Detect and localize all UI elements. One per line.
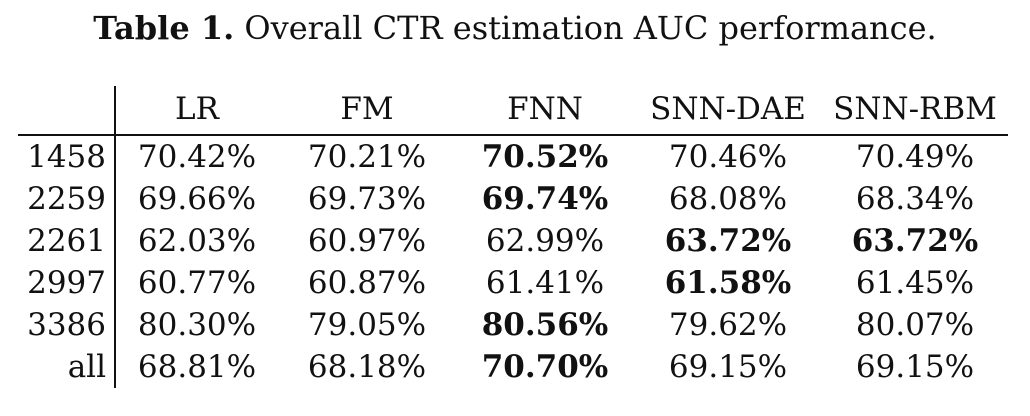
table-cell: 79.05%: [307, 307, 427, 343]
table-cell: 80.56%: [481, 307, 609, 343]
table-cell: 69.74%: [481, 181, 609, 217]
table-cell: 62.03%: [137, 223, 257, 259]
row-header-cell: 2997: [18, 262, 116, 304]
table-cell: 69.15%: [855, 349, 975, 385]
row-header-cell: all: [18, 346, 116, 388]
table-cell: 69.73%: [307, 181, 427, 217]
table-row: 2261 62.03% 60.97% 62.99% 63.72% 63.72%: [18, 220, 1008, 262]
table-cell: 80.30%: [137, 307, 257, 343]
table-cell: 60.87%: [307, 265, 427, 301]
table-row: 2259 69.66% 69.73% 69.74% 68.08% 68.34%: [18, 178, 1008, 220]
table-row: all 68.81% 68.18% 70.70% 69.15% 69.15%: [18, 346, 1008, 388]
column-header-lr: LR: [175, 91, 219, 127]
table-cell: 69.66%: [137, 181, 257, 217]
table-cell: 79.62%: [668, 307, 788, 343]
table-cell: 70.21%: [307, 139, 427, 175]
table-cell: 68.81%: [137, 349, 257, 385]
table-cell: 63.72%: [851, 223, 979, 259]
table-cell: 68.08%: [668, 181, 788, 217]
table-cell: 60.77%: [137, 265, 257, 301]
table-cell: 60.97%: [307, 223, 427, 259]
caption-label: Table 1.: [93, 9, 235, 47]
table-cell: 62.99%: [485, 223, 605, 259]
table-header-row: LR FM FNN SNN-DAE SNN-RBM: [18, 86, 1008, 135]
column-header-snn-rbm: SNN-RBM: [833, 91, 997, 127]
table-cell: 70.42%: [137, 139, 257, 175]
table-cell: 68.18%: [307, 349, 427, 385]
column-header-fnn: FNN: [507, 91, 583, 127]
header-corner-cell: [18, 86, 116, 135]
row-header-cell: 2261: [18, 220, 116, 262]
auc-performance-table: LR FM FNN SNN-DAE SNN-RBM 1458 70.42% 70…: [18, 86, 1008, 388]
table-cell: 61.45%: [855, 265, 975, 301]
table-cell: 70.49%: [855, 139, 975, 175]
row-header-cell: 3386: [18, 304, 116, 346]
column-header-fm: FM: [340, 91, 394, 127]
row-header-cell: 2259: [18, 178, 116, 220]
table-cell: 70.52%: [481, 139, 609, 175]
table-cell: 68.34%: [855, 181, 975, 217]
table-cell: 80.07%: [855, 307, 975, 343]
table-cell: 70.46%: [668, 139, 788, 175]
table-cell: 61.41%: [485, 265, 605, 301]
table-row: 1458 70.42% 70.21% 70.52% 70.46% 70.49%: [18, 135, 1008, 178]
row-header-cell: 1458: [18, 135, 116, 178]
table-cell: 70.70%: [481, 349, 609, 385]
table-cell: 61.58%: [664, 265, 792, 301]
table-cell: 69.15%: [668, 349, 788, 385]
column-header-snn-dae: SNN-DAE: [650, 91, 806, 127]
table-cell: 63.72%: [664, 223, 792, 259]
table-row: 3386 80.30% 79.05% 80.56% 79.62% 80.07%: [18, 304, 1008, 346]
caption-text: Overall CTR estimation AUC performance.: [234, 9, 937, 47]
table-caption: Table 1. Overall CTR estimation AUC perf…: [0, 6, 1030, 50]
table-row: 2997 60.77% 60.87% 61.41% 61.58% 61.45%: [18, 262, 1008, 304]
